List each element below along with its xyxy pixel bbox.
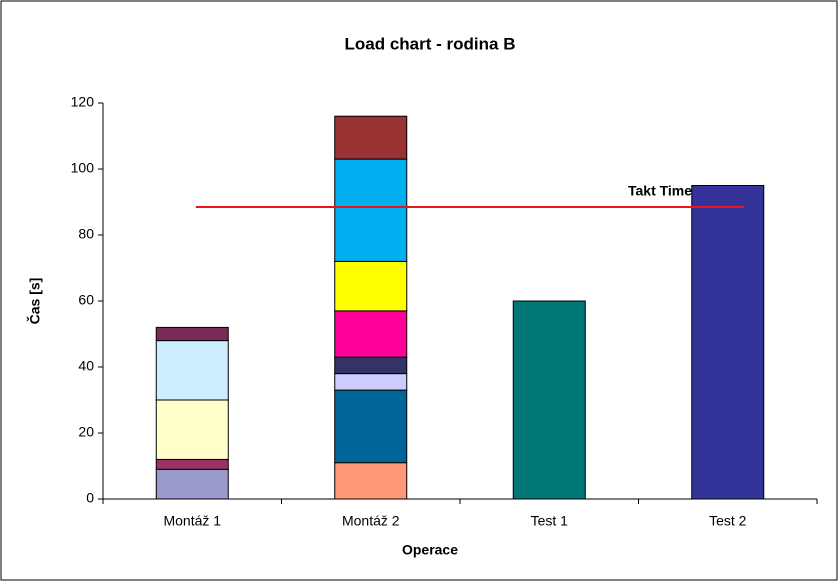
bar-segment [334,158,408,262]
y-tick-label: 100 [71,160,95,176]
y-tick-label: 80 [78,226,94,242]
bar-segment [334,389,408,464]
x-tick-label: Test 1 [531,513,569,529]
bar-segment [155,458,229,470]
bar-segment [334,115,408,160]
y-tick-label: 120 [71,94,95,110]
y-tick-label: 40 [78,358,94,374]
bar-segment [155,326,229,342]
bar-segment [155,340,229,401]
x-axis-label: Operace [402,542,458,558]
y-axis-label: Čas [s] [26,278,43,325]
bar-segment [691,185,765,500]
x-tick-label: Montáž 1 [163,513,221,529]
x-tick-label: Montáž 2 [342,513,400,529]
chart-title: Load chart - rodina B [345,34,516,53]
y-tick-label: 20 [78,424,94,440]
bar-segment [334,462,408,500]
bar-segment [334,373,408,391]
y-tick-label: 60 [78,292,94,308]
bar-segment [155,468,229,500]
takt-time-label: Takt Time [628,183,692,199]
x-tick-label: Test 2 [709,513,747,529]
y-tick-label: 0 [86,490,94,506]
bar-segment [334,356,408,375]
bar-segment [334,260,408,312]
bar-segment [155,399,229,460]
bar-segment [512,300,586,500]
bar-segment [334,310,408,358]
